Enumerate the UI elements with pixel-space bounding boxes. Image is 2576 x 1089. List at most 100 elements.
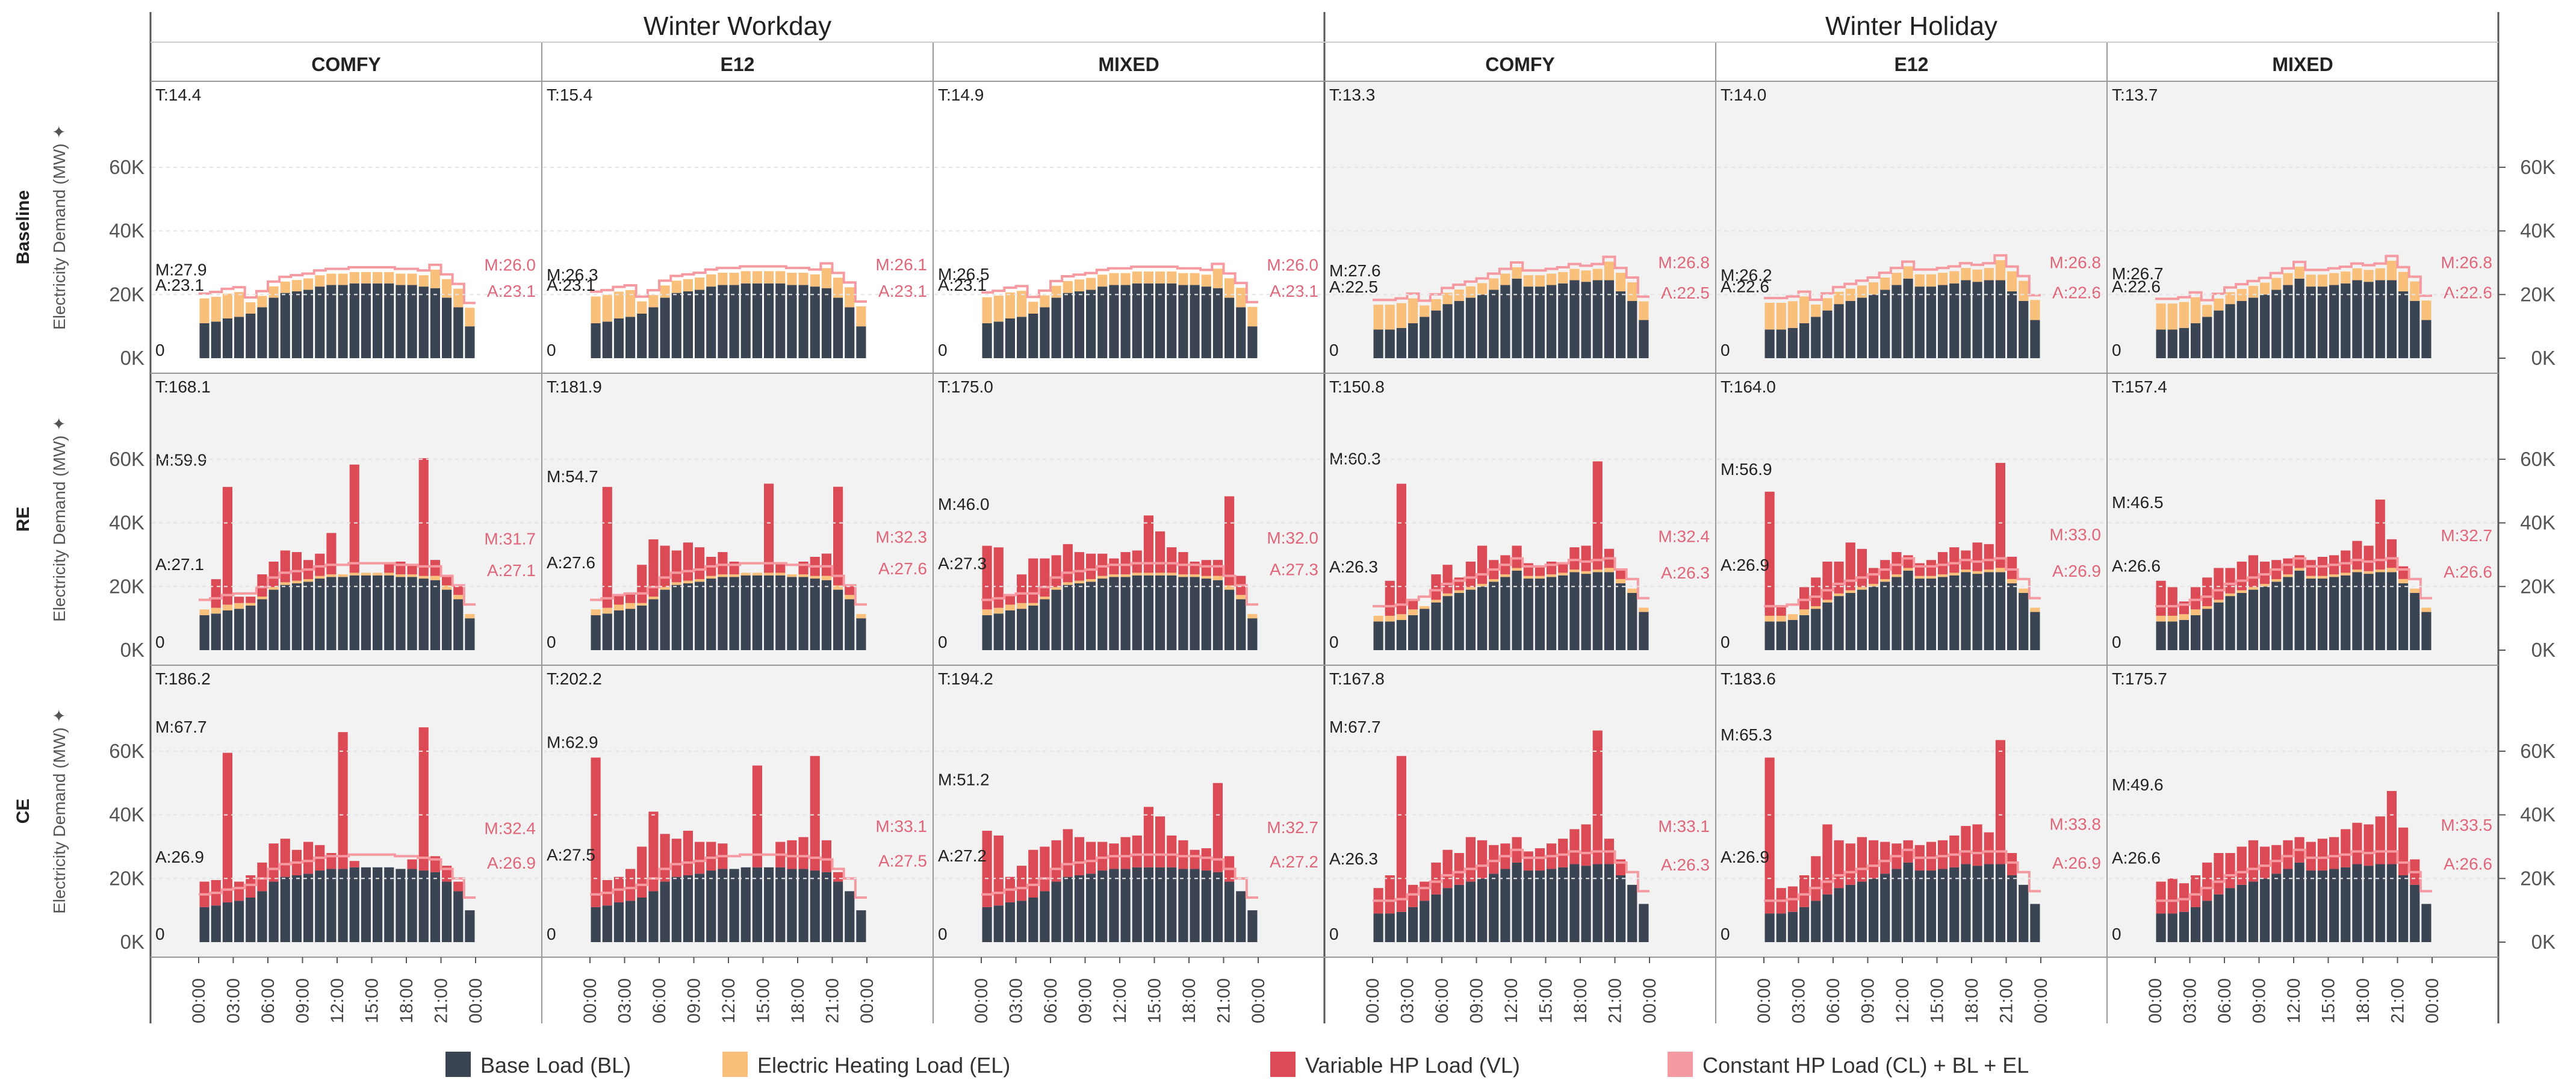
- bar-base-load: [1984, 572, 1994, 650]
- bar-variable-hp: [1558, 839, 1568, 867]
- bar-variable-hp: [1903, 840, 1913, 863]
- bar-base-load: [430, 872, 440, 942]
- x-tick-label: 03:00: [1007, 978, 1026, 1023]
- bar-variable-hp: [613, 595, 624, 605]
- bar-variable-hp: [1063, 829, 1073, 877]
- max-label-red: M:33.1: [1658, 817, 1710, 836]
- bar-base-load: [821, 288, 831, 358]
- bar-electric-heating: [1857, 285, 1867, 298]
- bar-variable-hp: [2317, 839, 2327, 871]
- bar-base-load: [1984, 280, 1994, 358]
- bar-base-load: [740, 283, 751, 358]
- max-label-red: M:33.0: [2049, 526, 2101, 544]
- x-tick-label: 00:00: [2146, 978, 2165, 1023]
- bar-variable-hp: [637, 846, 647, 898]
- bar-base-load: [1845, 300, 1855, 358]
- panel-Baseline-Winter Workday-E12: T:15.4M:26.3A:23.10M:26.1A:23.1: [547, 85, 927, 359]
- bar-electric-heating: [1454, 590, 1464, 593]
- bar-electric-heating: [2202, 305, 2212, 317]
- bar-electric-heating: [1811, 606, 1821, 609]
- bar-base-load: [453, 891, 464, 942]
- bar-variable-hp: [671, 550, 681, 583]
- bar-variable-hp: [2283, 840, 2293, 869]
- bar-electric-heating: [1167, 271, 1177, 284]
- bar-base-load: [1903, 570, 1913, 650]
- panel-CE-Winter Holiday-MIXED: T:175.7 M:49.6 A:26.6 0 M:33.5 A:26.6: [2112, 669, 2492, 943]
- bar-variable-hp: [1086, 842, 1096, 874]
- bar-base-load: [1236, 307, 1246, 358]
- y-tick-label-right: 0K: [2531, 347, 2556, 369]
- bar-variable-hp: [787, 840, 797, 869]
- bar-base-load: [418, 579, 429, 650]
- bar-electric-heating: [1547, 574, 1557, 577]
- bar-electric-heating: [1627, 588, 1637, 593]
- total-label: T:150.8: [1329, 377, 1385, 396]
- bar-variable-hp: [2398, 827, 2409, 875]
- bar-electric-heating: [856, 614, 866, 619]
- bar-base-load: [1857, 589, 1867, 650]
- bar-variable-hp: [1201, 560, 1211, 576]
- bar-variable-hp: [775, 563, 786, 573]
- bar-variable-hp: [1869, 840, 1879, 879]
- bar-electric-heating: [729, 574, 739, 577]
- bar-electric-heating: [2260, 583, 2270, 587]
- bar-base-load: [2167, 621, 2177, 650]
- bar-base-load: [1224, 589, 1235, 650]
- x-tick-label: 15:00: [1928, 978, 1948, 1023]
- bar-base-load: [1086, 582, 1096, 650]
- panel-Baseline-Winter Holiday-E12: T:14.0M:26.2A:22.60M:26.8A:22.6: [1721, 85, 2101, 359]
- bar-base-load: [1892, 285, 1902, 358]
- bar-electric-heating: [257, 597, 267, 600]
- bar-electric-heating: [257, 296, 267, 308]
- bar-variable-hp: [1995, 462, 2005, 568]
- bar-electric-heating: [2398, 271, 2409, 291]
- y-tick-label: 20K: [109, 575, 144, 597]
- bar-base-load: [845, 307, 855, 358]
- bar-base-load: [1120, 285, 1131, 358]
- bar-base-load: [1604, 280, 1614, 358]
- bar-electric-heating: [1120, 574, 1131, 577]
- bar-variable-hp: [1799, 587, 1810, 610]
- panel-RE-Winter Holiday-MIXED: T:157.4 M:46.5 A:26.6 0 M:32.7 A:26.6: [2112, 377, 2492, 651]
- y-tick-label-right: 40K: [2520, 512, 2556, 534]
- bar-variable-hp: [2363, 545, 2374, 571]
- bar-electric-heating: [1454, 289, 1464, 301]
- avg-label: A:23.1: [938, 276, 987, 294]
- bar-variable-hp: [1764, 757, 1775, 914]
- bar-variable-hp: [1558, 563, 1568, 573]
- bar-electric-heating: [2214, 298, 2224, 311]
- bar-base-load: [787, 577, 797, 650]
- bar-base-load: [1776, 913, 1786, 942]
- bar-base-load: [1005, 318, 1015, 358]
- zero-label: 0: [2112, 633, 2121, 651]
- bar-electric-heating: [1776, 615, 1786, 622]
- bar-base-load: [361, 575, 371, 650]
- bar-base-load: [2248, 881, 2258, 942]
- bar-base-load: [2294, 570, 2304, 650]
- bar-base-load: [2260, 294, 2270, 358]
- bar-base-load: [613, 610, 624, 650]
- bar-variable-hp: [1949, 835, 1960, 867]
- bar-electric-heating: [2271, 579, 2282, 582]
- constant-hp-line: [1764, 254, 2041, 302]
- bar-base-load: [1512, 862, 1522, 942]
- bar-base-load: [625, 609, 636, 650]
- x-tick-label: 00:00: [857, 978, 877, 1023]
- bar-electric-heating: [326, 273, 337, 285]
- max-label: M:59.9: [155, 450, 207, 469]
- bar-base-load: [1535, 287, 1545, 358]
- avg-label: A:22.6: [1721, 278, 1769, 296]
- bar-base-load: [1477, 586, 1488, 650]
- bar-base-load: [1523, 870, 1533, 942]
- group-title: Winter Workday: [644, 11, 831, 41]
- bar-base-load: [1949, 283, 1960, 358]
- bar-variable-hp: [602, 486, 612, 608]
- bar-variable-hp: [1408, 600, 1418, 610]
- bar-base-load: [1109, 285, 1119, 358]
- bar-base-load: [683, 583, 693, 650]
- bar-base-load: [1017, 609, 1027, 650]
- bar-base-load: [602, 321, 612, 358]
- bar-variable-hp: [752, 765, 762, 867]
- bar-variable-hp: [1995, 740, 2005, 864]
- bar-variable-hp: [1535, 848, 1545, 871]
